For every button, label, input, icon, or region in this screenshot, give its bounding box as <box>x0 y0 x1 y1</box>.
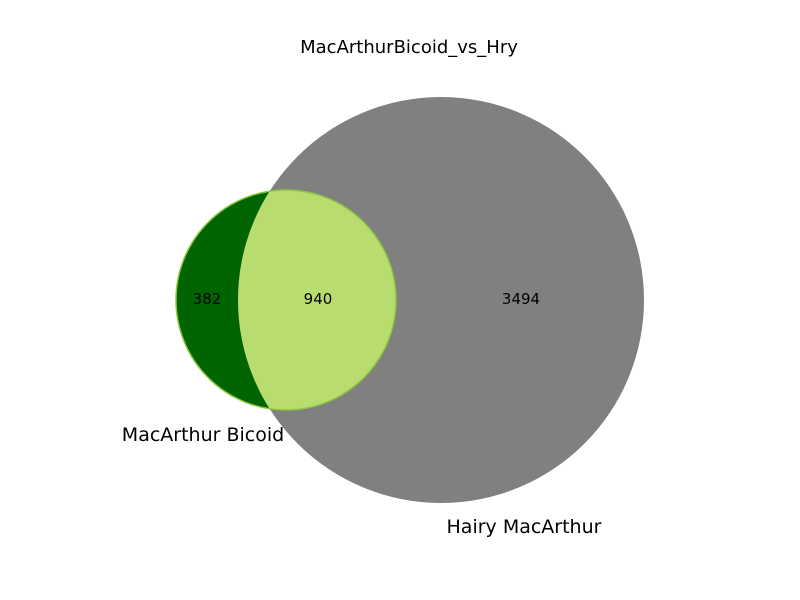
chart-title: MacArthurBicoid_vs_Hry <box>300 37 518 58</box>
set-b-label: Hairy MacArthur <box>447 516 602 538</box>
count-only-a: 382 <box>193 290 222 308</box>
intersection-outline <box>175 189 397 411</box>
set-a-label: MacArthur Bicoid <box>122 424 284 446</box>
set-b-circle <box>238 97 644 503</box>
count-intersection: 940 <box>304 290 333 308</box>
count-only-b: 3494 <box>502 290 540 308</box>
